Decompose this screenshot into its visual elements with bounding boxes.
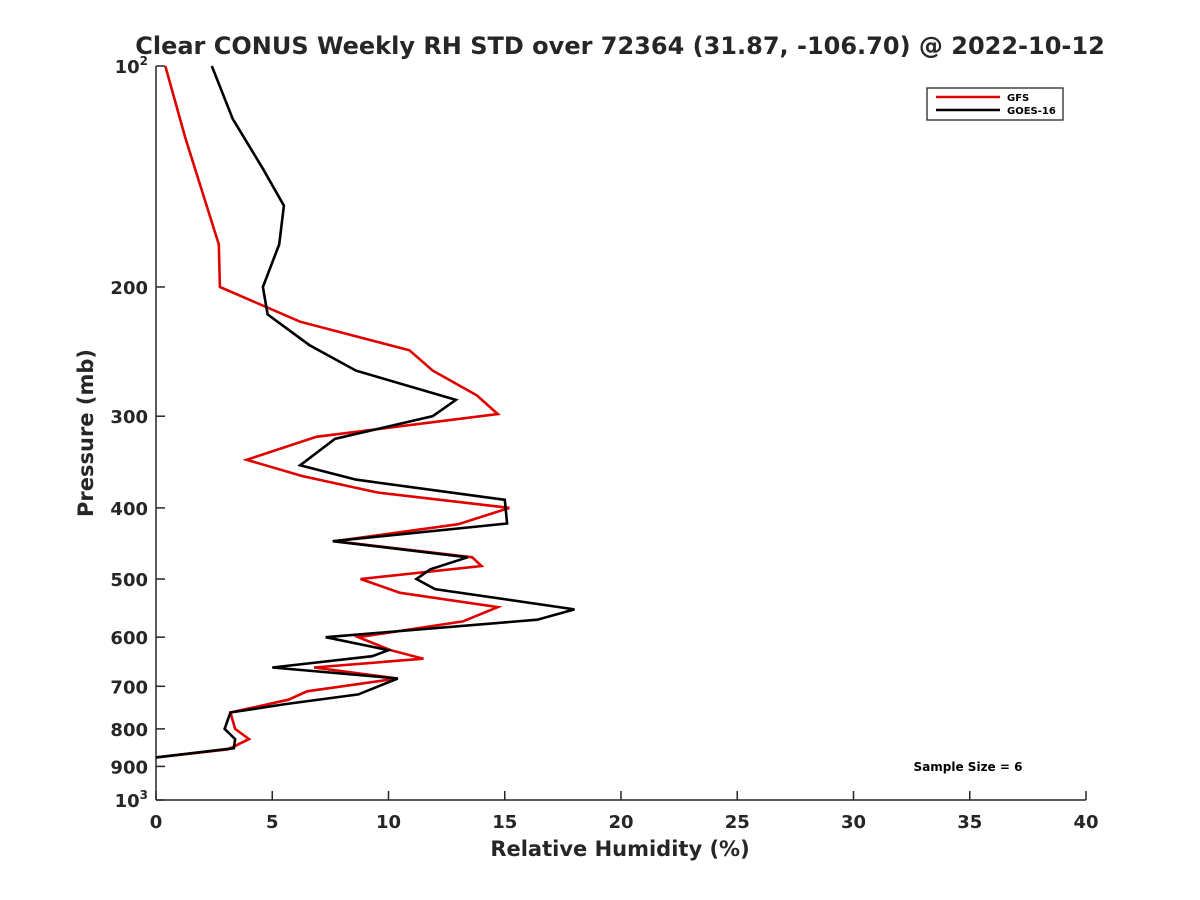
y-tick-label: 400 — [110, 499, 148, 520]
y-tick-label: 300 — [110, 407, 148, 428]
y-tick-label: 700 — [110, 677, 148, 698]
legend-box — [926, 87, 1064, 121]
x-tick-label: 35 — [957, 812, 982, 833]
y-tick-label: 102 — [115, 54, 148, 78]
series-line-goes-16 — [155, 65, 575, 759]
legend: GFS GOES-16 — [926, 87, 1064, 121]
y-tick-label: 800 — [110, 720, 148, 741]
y-tick-label: 600 — [110, 628, 148, 649]
y-axis-label: Pressure (mb) — [74, 349, 98, 517]
x-tick-label: 40 — [1073, 812, 1098, 833]
y-tick-label: 500 — [110, 570, 148, 591]
data-series — [155, 65, 575, 759]
legend-label-goes-16: GOES-16 — [1007, 106, 1056, 117]
x-tick-label: 0 — [150, 812, 163, 833]
x-tick-label: 15 — [492, 812, 517, 833]
x-tick-label: 20 — [608, 812, 633, 833]
y-tick-label: 200 — [110, 278, 148, 299]
axes: 0 5 10 15 20 25 30 35 40 102 200 300 400 500 600 700 800… — [110, 54, 1098, 833]
x-tick-label: 5 — [266, 812, 279, 833]
x-tick-label: 25 — [725, 812, 750, 833]
x-tick-label: 30 — [841, 812, 866, 833]
legend-label-gfs: GFS — [1007, 93, 1029, 104]
x-tick-label: 10 — [376, 812, 401, 833]
chart-title: Clear CONUS Weekly RH STD over 72364 (31… — [135, 32, 1105, 60]
sample-size-annotation: Sample Size = 6 — [914, 760, 1023, 774]
y-tick-label: 103 — [115, 788, 148, 812]
y-tick-label: 900 — [110, 757, 148, 778]
series-line-gfs — [155, 65, 510, 759]
x-axis-label: Relative Humidity (%) — [490, 837, 749, 861]
